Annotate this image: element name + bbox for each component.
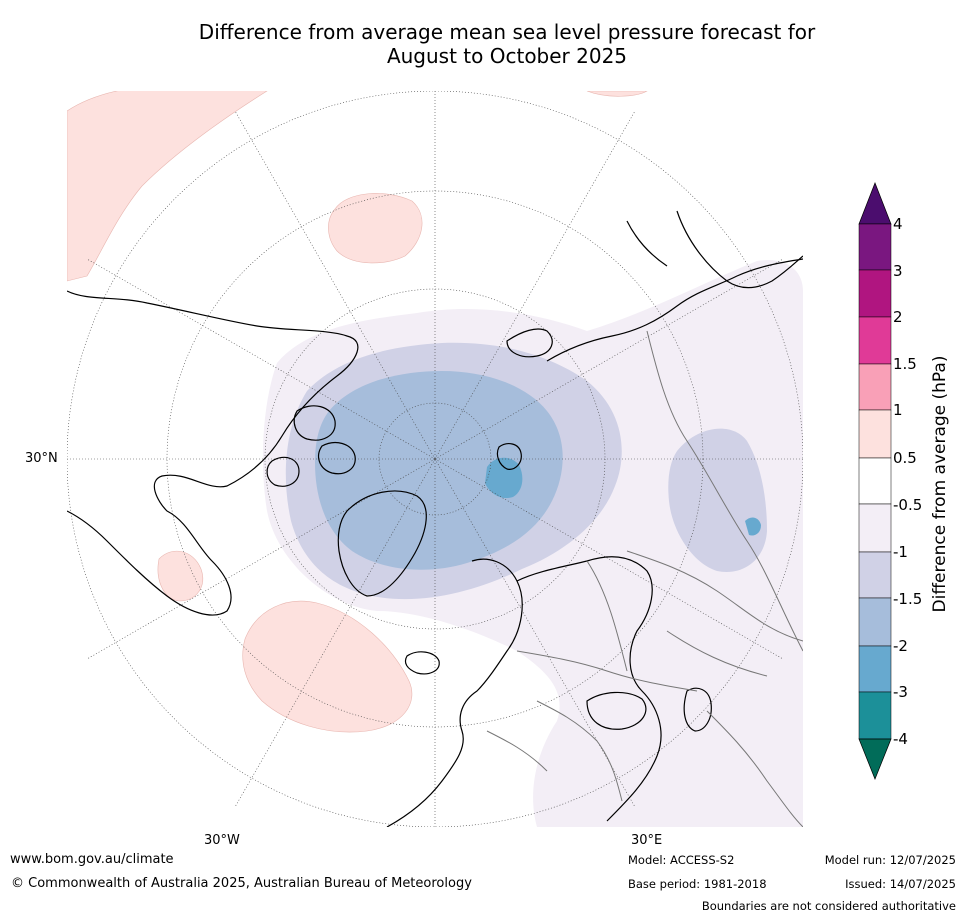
colorbar-tick: -4 (893, 730, 908, 748)
colorbar-tick: -1.5 (893, 590, 923, 608)
colorbar-band-m2-m1.5 (858, 597, 892, 647)
source-url[interactable]: www.bom.gov.au/climate (10, 852, 174, 867)
colorbar-tick: -0.5 (893, 496, 923, 514)
colorbar-tick: 4 (893, 215, 903, 233)
title-line-2: August to October 2025 (386, 44, 628, 68)
colorbar-tick: 3 (893, 262, 903, 280)
colorbar-tick: -3 (893, 683, 908, 701)
colorbar-band-3-4 (858, 223, 892, 271)
colorbar (858, 182, 892, 780)
boundaries-disclaimer: Boundaries are not considered authoritat… (701, 899, 956, 913)
positive-anomaly-hudson (157, 550, 203, 602)
model-name: Model: ACCESS-S2 (628, 853, 735, 867)
colorbar-tick: -2 (893, 637, 908, 655)
colorbar-tick: 2 (893, 308, 903, 326)
colorbar-band-0.5-1 (858, 409, 892, 459)
lon-label-30e: 30°E (631, 833, 663, 848)
colorbar-label: Difference from average (hPa) (930, 355, 950, 613)
negative-anomaly-moderate-siberia (668, 428, 767, 572)
positive-anomaly-kamchatka (328, 193, 423, 264)
model-run-date: Model run: 12/07/2025 (824, 853, 956, 867)
colorbar-band-neutral (858, 457, 892, 505)
colorbar-band-m1.5-m1 (858, 551, 892, 599)
country-borders (486, 330, 803, 827)
negative-anomaly-kara-sea (485, 457, 523, 499)
lon-label-30w: 30°W (204, 833, 240, 848)
polar-stereographic-map (67, 91, 803, 827)
positive-anomaly-north-pacific (67, 91, 268, 282)
base-period: Base period: 1981-2018 (628, 877, 767, 891)
colorbar-band-m3-m2 (858, 645, 892, 693)
colorbar-tick: 1.5 (893, 355, 917, 373)
positive-anomaly-north-atlantic (242, 600, 413, 733)
copyright: © Commonwealth of Australia 2025, Austra… (11, 876, 472, 891)
lat-label-30n: 30°N (25, 451, 58, 466)
title-line-1: Difference from average mean sea level p… (198, 20, 816, 44)
colorbar-band-m4-m3 (858, 691, 892, 740)
colorbar-band-2-3 (858, 269, 892, 318)
colorbar-tick: 0.5 (893, 449, 917, 467)
negative-anomaly-lake-baikal (745, 517, 761, 536)
chart-title: Difference from average mean sea level p… (0, 20, 965, 68)
negative-anomaly-strong (315, 371, 563, 570)
colorbar-tick: 1 (893, 401, 903, 419)
coastlines (67, 210, 803, 827)
positive-anomaly-top-edge (586, 91, 648, 97)
colorbar-band-1-1.5 (858, 363, 892, 411)
issued-date: Issued: 14/07/2025 (845, 877, 956, 891)
colorbar-extend-max (858, 182, 892, 225)
colorbar-extend-min (858, 738, 892, 780)
colorbar-tick: -1 (893, 543, 908, 561)
colorbar-band-1.5-2 (858, 316, 892, 365)
graticule (67, 91, 803, 827)
colorbar-band-m1-m0.5 (858, 503, 892, 553)
